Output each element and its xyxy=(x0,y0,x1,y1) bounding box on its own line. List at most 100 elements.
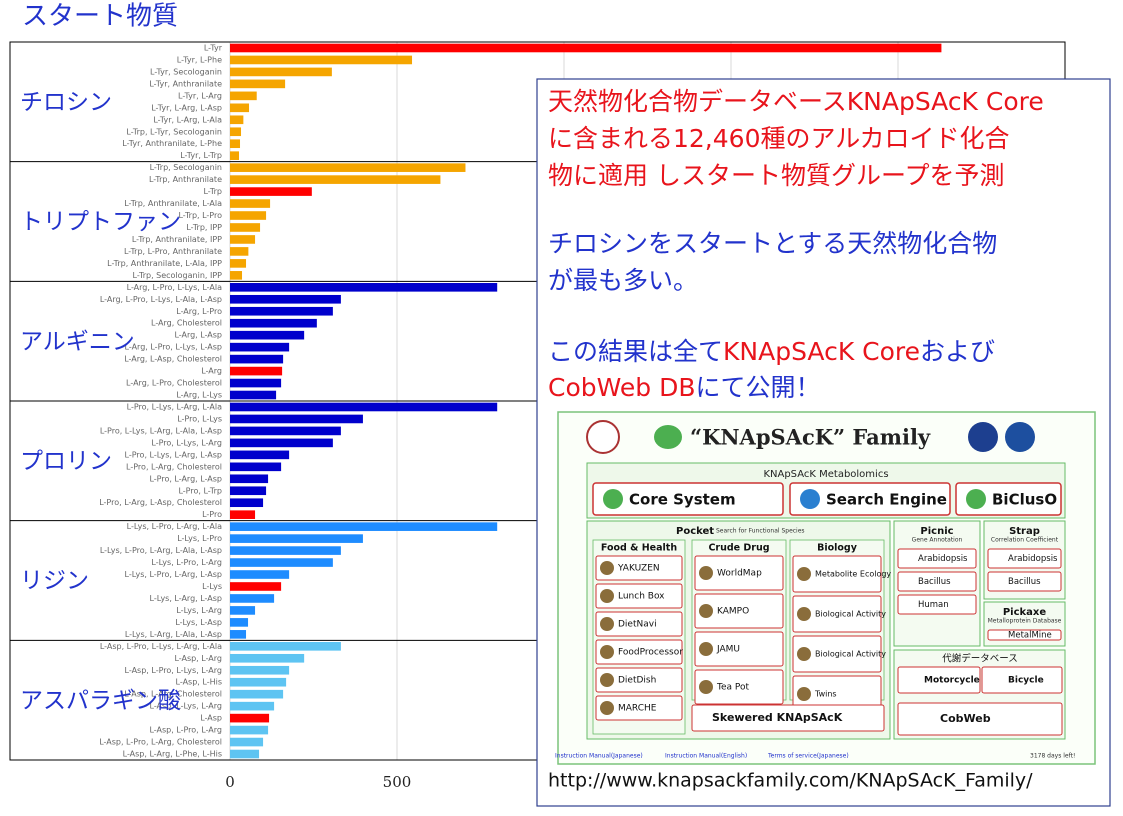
side-title: Strap xyxy=(1009,526,1040,537)
y-tick-label: L-Pro, L-Trp xyxy=(178,486,222,495)
y-tick-label: L-Arg, L-Pro, Cholesterol xyxy=(126,379,222,388)
y-tick-label: L-Trp, IPP xyxy=(186,223,222,232)
main-button xyxy=(592,482,784,516)
item-label: JAMU xyxy=(716,645,740,655)
logo xyxy=(968,422,998,452)
bar xyxy=(230,498,264,508)
group-label: プロリン xyxy=(20,449,112,475)
y-tick-label: L-Lys xyxy=(202,582,222,591)
icon xyxy=(797,647,811,661)
y-tick-label: L-Lys, L-Arg, L-Asp xyxy=(150,594,222,603)
bar xyxy=(230,163,466,172)
item-button xyxy=(897,548,977,569)
item-label: Motorcycle xyxy=(924,676,980,686)
y-tick-label: L-Lys, L-Pro xyxy=(177,534,222,543)
y-tick-label: L-Trp, Anthranilate, L-Ala xyxy=(124,199,222,208)
url: http://www.knapsackfamily.com/KNApSAcK_F… xyxy=(548,770,1033,792)
item-button xyxy=(694,555,784,591)
column-title: Crude Drug xyxy=(708,543,769,554)
y-tick-label: L-Asp, L-Lys, L-Arg xyxy=(150,702,222,711)
item-label: Bicycle xyxy=(1008,676,1044,686)
bar xyxy=(230,570,290,579)
bar xyxy=(230,522,498,531)
y-tick-label: L-Asp, L-Pro, L-Lys, L-Arg, L-Ala xyxy=(100,642,222,651)
icon xyxy=(699,604,713,618)
bar xyxy=(230,67,332,77)
panel-text: 物に適用 しスタート物質グループを予測 xyxy=(548,161,1004,190)
side-sub: Metalloprotein Database xyxy=(988,618,1062,625)
bar xyxy=(230,115,244,125)
bar xyxy=(230,247,249,256)
logo xyxy=(654,425,682,449)
item-label: DietDish xyxy=(618,676,656,686)
bar xyxy=(230,199,271,208)
bar xyxy=(230,366,283,376)
y-tick-label: L-Pro, L-Arg, L-Asp, Cholesterol xyxy=(99,498,222,507)
main-button xyxy=(789,482,951,516)
item-button xyxy=(595,695,683,721)
item-button xyxy=(897,702,1063,736)
icon xyxy=(600,561,614,575)
y-tick-label: L-Pro, L-Lys xyxy=(177,414,222,423)
item-button xyxy=(595,555,683,581)
item-button xyxy=(595,583,683,609)
bar xyxy=(230,713,270,723)
item-label: WorldMap xyxy=(717,569,762,579)
y-tick-label: L-Arg xyxy=(201,367,222,376)
item-label: Bacillus xyxy=(1008,577,1041,587)
item-label: DietNavi xyxy=(618,620,657,630)
icon xyxy=(797,687,811,701)
column-title: Biology xyxy=(817,543,858,554)
y-tick-label: L-Trp, L-Pro, Anthranilate xyxy=(124,247,222,256)
bar xyxy=(230,474,269,484)
icon xyxy=(797,567,811,581)
bar xyxy=(230,486,267,496)
panel-text: が最も多い。 xyxy=(548,266,698,295)
panel-text: に含まれる12,460種のアルカロイド化合 xyxy=(548,124,1009,153)
icon xyxy=(797,607,811,621)
bar xyxy=(230,390,277,400)
item-label: CobWeb xyxy=(940,712,991,725)
group-label: チロシン xyxy=(20,90,112,116)
logo xyxy=(586,420,620,454)
bar xyxy=(230,43,942,53)
item-label: Biological Activity xyxy=(815,650,886,659)
y-tick-label: L-Asp, L-Arg xyxy=(174,654,222,663)
y-tick-label: L-Pro xyxy=(202,510,222,519)
logo xyxy=(1005,422,1035,452)
main-button-label: Core System xyxy=(629,491,736,509)
panel-text: CobWeb DBにて公開！ xyxy=(548,373,821,402)
group-label: リジン xyxy=(20,568,89,594)
y-tick-label: L-Trp, Anthranilate, L-Ala, IPP xyxy=(107,259,222,268)
bar xyxy=(230,318,317,328)
bar xyxy=(230,749,260,759)
footer-link: Terms of service(Japanese) xyxy=(767,753,849,760)
y-tick-label: L-Pro, L-Lys, L-Arg, L-Asp xyxy=(125,450,222,459)
bar xyxy=(230,79,286,89)
bar xyxy=(230,283,498,292)
panel-text: この結果は全てKNApSAcK Coreおよび xyxy=(548,337,995,366)
y-tick-label: L-Asp xyxy=(200,714,222,723)
bar xyxy=(230,510,256,519)
y-tick-label: L-Lys, L-Pro, L-Arg, L-Ala, L-Asp xyxy=(100,546,222,555)
item-label: Bacillus xyxy=(918,577,951,587)
bar xyxy=(230,606,256,615)
y-tick-label: L-Lys, L-Pro, L-Arg, L-Asp xyxy=(125,570,222,579)
y-tick-label: L-Pro, L-Lys, L-Arg, L-Ala, L-Asp xyxy=(100,426,222,435)
y-tick-label: L-Asp, L-Arg, L-Phe, L-His xyxy=(123,750,222,759)
y-tick-label: L-Lys, L-Arg, L-Ala, L-Asp xyxy=(125,630,222,639)
bar xyxy=(230,462,282,472)
item-button xyxy=(987,629,1062,641)
pocket-sub: Search for Functional Species xyxy=(716,528,805,535)
y-tick-label: L-Trp, L-Pro xyxy=(178,211,222,220)
y-tick-label: L-Tyr, Anthranilate xyxy=(149,79,222,88)
footer-link: Instruction Manual(Japanese) xyxy=(555,753,643,760)
bar xyxy=(230,653,305,663)
item-button xyxy=(792,595,882,633)
bar xyxy=(230,725,269,735)
item-button xyxy=(691,704,885,732)
bar xyxy=(230,701,275,711)
family-title: “KNApSAcK” Family xyxy=(690,425,931,450)
bar xyxy=(230,642,341,651)
